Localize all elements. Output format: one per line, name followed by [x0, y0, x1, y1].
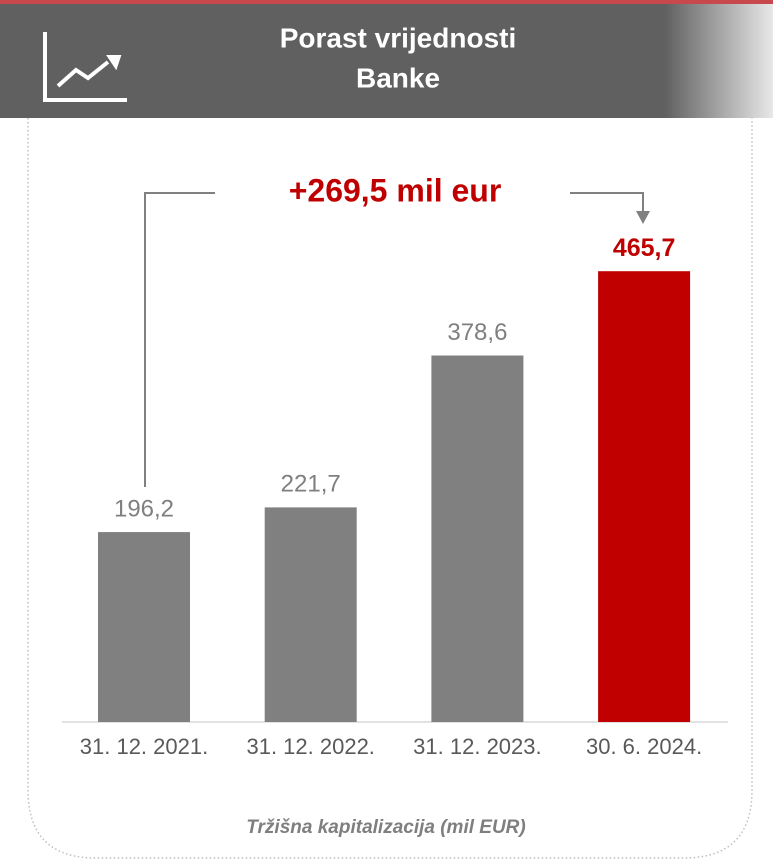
chart-icon	[43, 32, 127, 102]
x-tick-label: 31. 12. 2023.	[413, 734, 541, 759]
value-label: 196,2	[114, 495, 174, 522]
header-title: Porast vrijednosti	[280, 22, 517, 53]
bar	[98, 532, 190, 722]
top-accent	[0, 0, 773, 4]
card-border	[27, 118, 753, 859]
header-band	[0, 4, 773, 118]
value-label: 221,7	[281, 471, 341, 498]
x-tick-label: 30. 6. 2024.	[586, 734, 702, 759]
value-label: 465,7	[613, 234, 676, 262]
arrow-head	[636, 211, 650, 224]
annotation: +269,5 mil eur	[289, 172, 502, 208]
value-label: 378,6	[447, 319, 507, 346]
bar	[598, 271, 691, 722]
x-tick-label: 31. 12. 2021.	[80, 734, 208, 759]
bracket	[144, 192, 644, 487]
bar	[431, 355, 524, 722]
caption: Tržišna kapitalizacija (mil EUR)	[246, 817, 525, 838]
x-tick-label: 31. 12. 2022.	[246, 734, 374, 759]
header-title: Banke	[356, 62, 440, 93]
bar	[264, 507, 357, 722]
